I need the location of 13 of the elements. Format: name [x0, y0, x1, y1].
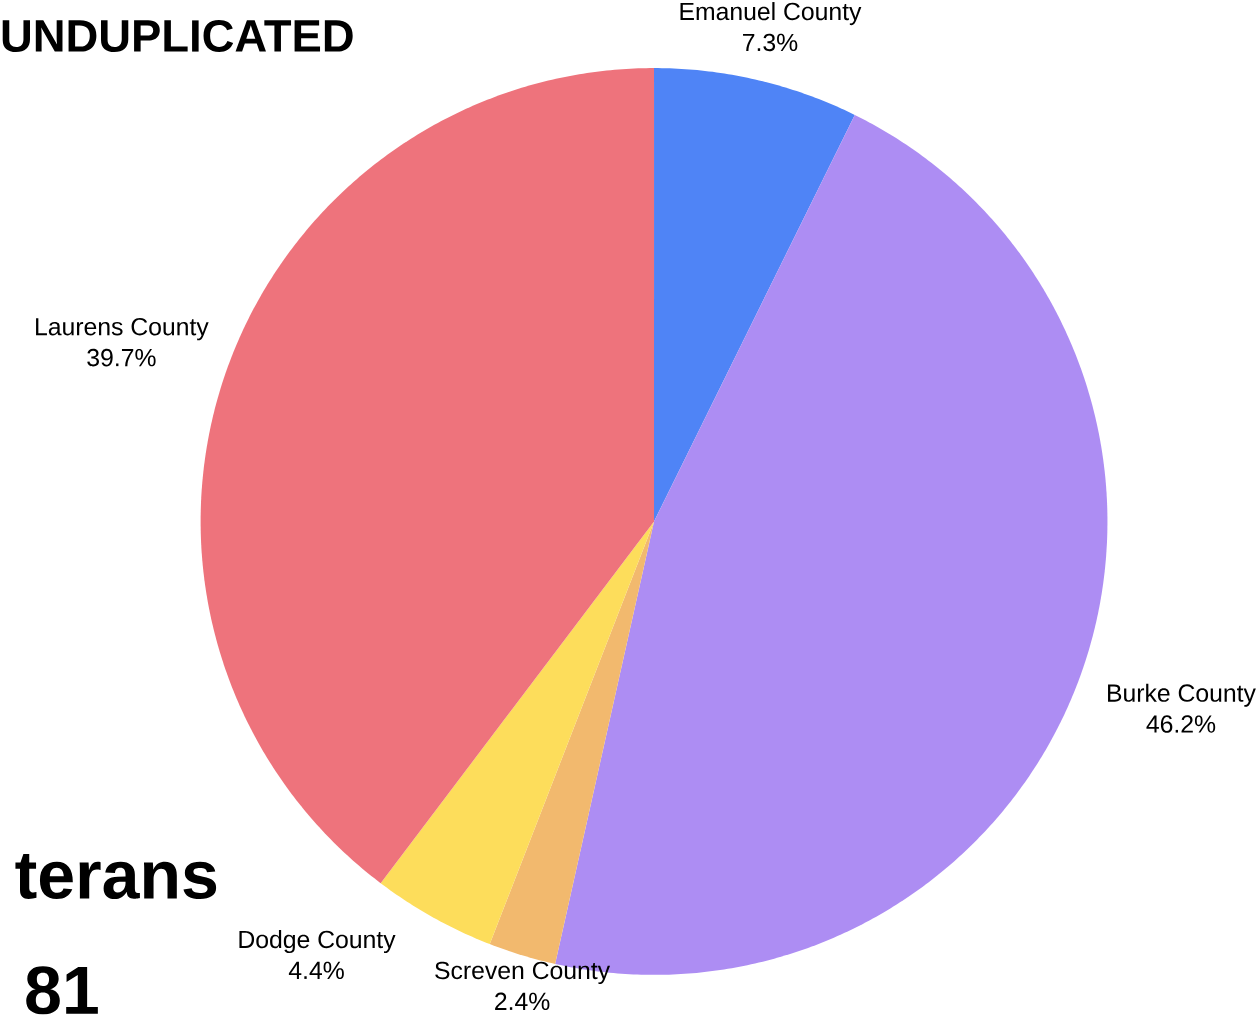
slice-label: Emanuel County	[680, 2, 862, 26]
text: terans	[15, 854, 217, 900]
data-label: 2.4%	[495, 992, 550, 1011]
text: 81	[26, 966, 98, 1015]
slice-label: Screven County	[435, 961, 611, 985]
data-label: 7.3%	[743, 33, 798, 52]
slice-label: Laurens County	[36, 318, 209, 341]
text: UNDUPLICATED	[2, 20, 353, 53]
data-label: 39.7%	[87, 349, 156, 367]
data-label: 46.2%	[1146, 715, 1216, 734]
data-label: 4.4%	[288, 961, 344, 980]
slice-label: Burke County	[1108, 683, 1256, 708]
slice-label: Dodge County	[239, 930, 396, 954]
